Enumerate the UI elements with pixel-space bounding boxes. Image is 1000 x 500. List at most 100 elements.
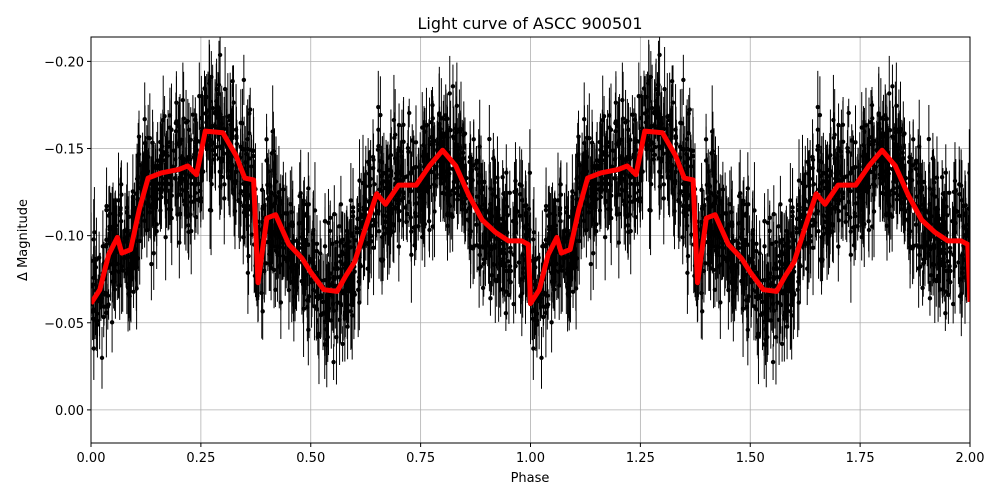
data-point — [177, 240, 182, 245]
data-point — [353, 238, 358, 243]
data-point — [249, 232, 254, 237]
data-point — [202, 86, 207, 91]
data-point — [269, 151, 275, 156]
data-point — [336, 224, 342, 229]
data-point — [401, 139, 406, 145]
data-point — [699, 290, 704, 296]
data-point — [464, 175, 469, 181]
data-point — [911, 243, 916, 249]
data-point — [853, 140, 858, 145]
data-point — [868, 169, 874, 175]
data-point — [655, 91, 660, 97]
data-point — [903, 175, 909, 181]
data-point — [685, 270, 690, 276]
data-point — [413, 214, 418, 219]
data-point — [204, 94, 209, 100]
data-point — [765, 220, 771, 225]
data-point — [573, 286, 579, 291]
data-point — [776, 224, 781, 229]
data-point — [584, 201, 590, 206]
data-point — [648, 182, 654, 187]
data-point — [920, 202, 925, 207]
data-point — [331, 359, 336, 365]
data-point — [935, 222, 941, 228]
data-point — [940, 241, 945, 246]
data-point — [770, 359, 776, 365]
data-point — [149, 261, 154, 267]
data-point — [155, 158, 160, 163]
data-point — [167, 113, 173, 118]
data-point — [539, 355, 544, 361]
data-point — [716, 190, 721, 195]
data-point — [830, 221, 835, 227]
data-point — [107, 224, 112, 229]
data-point — [259, 290, 264, 296]
data-point — [641, 86, 647, 91]
data-point — [788, 198, 793, 203]
data-point — [649, 105, 655, 111]
data-point — [458, 145, 463, 150]
data-point — [307, 256, 313, 262]
data-point — [495, 175, 500, 180]
data-point — [109, 320, 115, 325]
data-point — [429, 119, 434, 125]
data-point — [376, 228, 382, 234]
data-point — [944, 213, 950, 218]
data-point — [474, 222, 479, 227]
data-point — [91, 237, 96, 242]
data-point — [186, 229, 191, 235]
chart-title: Light curve of ASCC 900501 — [417, 14, 642, 33]
data-point — [822, 185, 828, 191]
data-point — [903, 208, 908, 214]
data-point — [657, 52, 662, 58]
data-point — [932, 277, 937, 283]
data-point — [411, 166, 416, 171]
data-point — [670, 187, 675, 192]
data-point — [756, 331, 761, 337]
data-point — [379, 234, 385, 240]
data-point — [270, 229, 276, 235]
data-point — [479, 187, 485, 193]
data-point — [216, 115, 222, 121]
data-point — [438, 163, 443, 168]
data-point — [789, 231, 794, 236]
data-point — [917, 252, 922, 258]
data-point — [489, 272, 494, 278]
data-point — [822, 219, 828, 224]
data-point — [817, 112, 823, 118]
data-point — [846, 110, 851, 116]
data-point — [420, 207, 426, 212]
data-point — [527, 170, 533, 176]
data-point — [796, 178, 802, 183]
data-point — [792, 238, 797, 243]
data-point — [737, 193, 742, 199]
data-point — [429, 169, 434, 175]
data-point — [562, 235, 567, 241]
data-point — [966, 227, 970, 233]
data-point — [233, 169, 239, 175]
data-point — [910, 163, 916, 168]
data-point — [568, 274, 573, 280]
data-point — [626, 229, 631, 235]
data-point — [306, 327, 311, 333]
data-point — [480, 202, 486, 207]
data-point — [230, 187, 236, 192]
data-point — [462, 131, 468, 136]
data-point — [897, 145, 903, 150]
data-point — [530, 307, 536, 312]
data-point — [348, 287, 353, 292]
data-point — [450, 84, 456, 89]
data-point — [506, 292, 512, 298]
data-point — [958, 183, 964, 188]
data-point — [921, 261, 926, 266]
data-point — [905, 217, 910, 222]
data-point — [952, 263, 958, 269]
data-point — [724, 211, 729, 216]
data-point — [920, 285, 925, 291]
data-point — [245, 270, 251, 276]
data-point — [699, 309, 705, 314]
data-point — [843, 219, 849, 224]
data-point — [231, 192, 237, 197]
data-point — [531, 346, 536, 351]
data-point — [337, 253, 343, 259]
